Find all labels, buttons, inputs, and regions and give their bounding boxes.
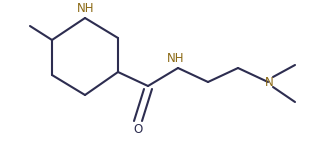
Text: N: N — [265, 76, 273, 90]
Text: NH: NH — [77, 2, 95, 15]
Text: O: O — [133, 123, 143, 136]
Text: NH: NH — [167, 52, 185, 65]
